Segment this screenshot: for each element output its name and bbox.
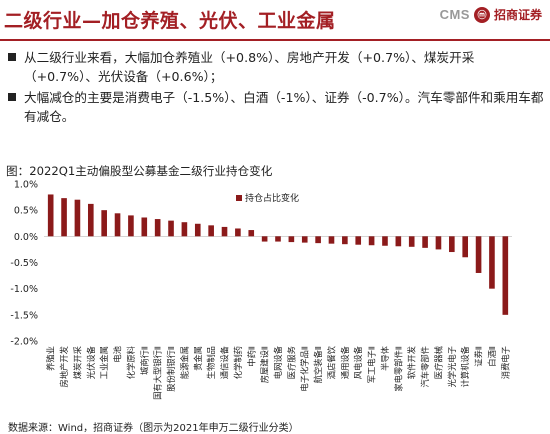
bullet-list: 从二级行业来看，大幅加仓养殖业（+0.8%）、房地产开发（+0.7%）、煤炭开采… — [6, 48, 546, 128]
bar — [248, 230, 255, 237]
bar — [181, 222, 188, 237]
x-tick-label: 房屋建设Ⅱ — [260, 346, 270, 383]
legend-label: 持仓占比变化 — [245, 192, 299, 204]
bar — [462, 236, 469, 258]
bar — [101, 210, 107, 237]
bar — [315, 236, 321, 244]
title-divider — [0, 39, 550, 41]
x-tick-label: 化学制药 — [233, 346, 243, 379]
y-tick-label: 0.5% — [14, 206, 38, 217]
bar — [114, 213, 121, 237]
x-tick-label: 半导体 — [380, 345, 390, 371]
bar — [74, 199, 81, 237]
bar — [355, 236, 362, 245]
bar — [368, 236, 375, 246]
bar — [449, 236, 455, 253]
bar — [502, 236, 509, 315]
legend-swatch — [236, 195, 242, 201]
x-tick-label: 生物制品 — [206, 346, 216, 379]
bar — [194, 223, 201, 237]
x-tick-label: 酒店餐饮 — [326, 345, 336, 379]
source-note: 数据来源：Wind，招商证券（图示为2021年申万二级行业分类） — [8, 423, 299, 434]
y-tick-label: -1.5% — [10, 310, 38, 321]
bar — [382, 236, 388, 246]
x-tick-label: 化学原料 — [126, 345, 136, 379]
x-tick-label: 股份制银行Ⅱ — [166, 346, 176, 392]
bar — [261, 236, 268, 242]
x-tick-label: 证券Ⅱ — [474, 346, 484, 367]
brand-logo: CMS ⓜ 招商证券 — [440, 6, 542, 23]
slide-title: 二级行业—加仓养殖、光伏、工业金属 — [4, 10, 336, 32]
bar — [395, 236, 402, 247]
bar — [489, 236, 495, 289]
bar — [221, 226, 228, 237]
bar — [435, 236, 442, 250]
bar — [342, 236, 348, 245]
x-tick-label: 医疗服务 — [286, 346, 296, 379]
bar — [275, 236, 281, 242]
x-tick-label: 航空装备Ⅱ — [313, 346, 323, 383]
x-tick-label: 煤炭开采 — [72, 345, 82, 379]
x-tick-label: 工业金属 — [99, 346, 109, 379]
x-tick-label: 中药Ⅱ — [246, 346, 256, 367]
y-tick-label: 1.0% — [14, 180, 38, 191]
chart-caption: 图：2022Q1主动偏股型公募基金二级行业持仓变化 — [6, 164, 273, 178]
y-tick-label: -1.0% — [10, 284, 38, 295]
bar — [475, 236, 482, 273]
x-tick-label: 城商行Ⅱ — [139, 346, 149, 375]
bar — [288, 236, 295, 243]
x-tick-label: 软件开发 — [407, 346, 417, 379]
x-tick-label: 电池 — [113, 346, 123, 363]
x-tick-label: 养殖业 — [46, 346, 56, 371]
x-tick-label: 国有大型银行Ⅱ — [153, 346, 163, 400]
y-tick-label: 0.0% — [14, 232, 38, 243]
x-tick-label: 军工电子Ⅱ — [367, 346, 377, 383]
x-tick-label: 风电设备 — [353, 345, 363, 379]
x-tick-label: 计算机设备 — [460, 345, 470, 387]
x-tick-label: 通信设备 — [220, 345, 230, 379]
bar — [168, 220, 174, 237]
bar — [87, 203, 94, 237]
bar — [408, 236, 415, 247]
bar — [422, 236, 428, 248]
x-tick-label: 光伏设备 — [86, 345, 96, 379]
x-tick-label: 通用设备 — [340, 345, 350, 379]
bar — [328, 236, 335, 244]
x-tick-label: 贵金属 — [193, 346, 203, 371]
logo-chinese-name: 招商证券 — [493, 8, 542, 22]
x-tick-label: 家电零部件Ⅱ — [393, 346, 403, 392]
x-tick-label: 房地产开发 — [59, 346, 69, 388]
logo-badge-icon: ⓜ — [473, 6, 490, 23]
y-tick-label: -0.5% — [10, 258, 38, 269]
bar — [208, 225, 214, 237]
x-tick-label: 汽车零部件 — [420, 346, 430, 388]
bar — [154, 219, 161, 237]
bar — [47, 194, 54, 237]
y-tick-label: -2.0% — [10, 337, 38, 348]
bullet-item-1: 从二级行业来看，大幅加仓养殖业（+0.8%）、房地产开发（+0.7%）、煤炭开采… — [6, 48, 546, 86]
x-tick-label: 电网设备 — [273, 345, 283, 379]
bar — [128, 215, 134, 237]
bar — [141, 217, 148, 237]
bullet-item-2: 大幅减仓的主要是消费电子（-1.5%）、白酒（-1%）、证券（-0.7%）。汽车… — [6, 88, 546, 126]
bar — [301, 236, 308, 243]
x-tick-label: 电子化学品Ⅱ — [300, 346, 310, 392]
x-tick-label: 光学光电子 — [447, 346, 457, 388]
logo-text: CMS — [439, 7, 470, 22]
x-tick-label: 能源金属 — [179, 346, 189, 379]
x-tick-label: 消费电子 — [500, 346, 510, 379]
x-tick-label: 白酒Ⅱ — [487, 346, 497, 367]
x-tick-label: 医疗器械 — [433, 346, 443, 379]
bar — [235, 228, 241, 237]
bar — [61, 198, 67, 237]
